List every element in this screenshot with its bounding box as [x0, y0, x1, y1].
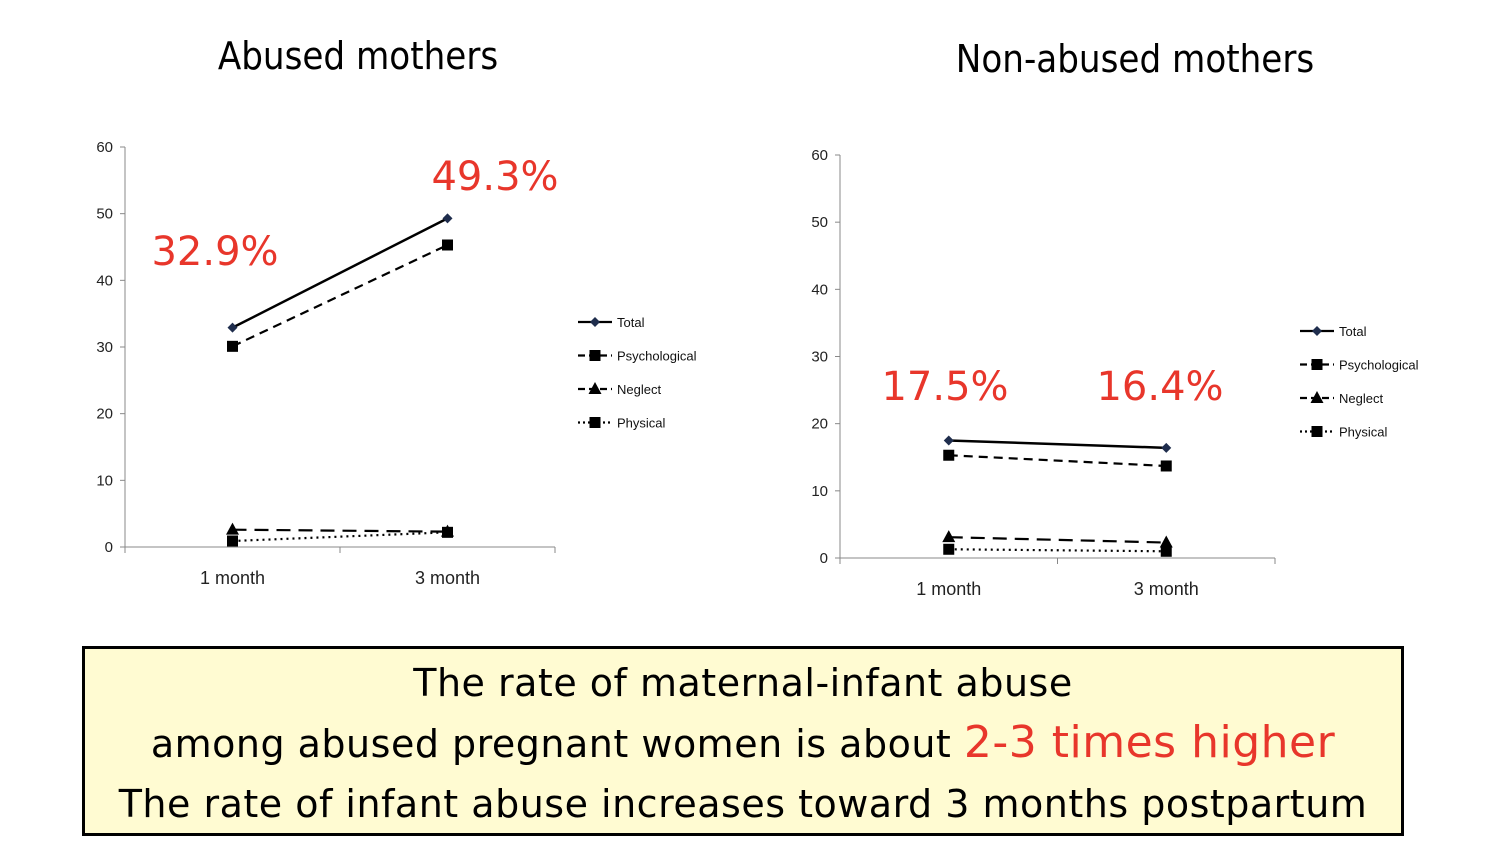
charts-canvas: 0 10 20 30 40 50 60 1 month 3 month Total Psycholo… [96, 139, 1418, 599]
data-point [442, 239, 453, 251]
series-line [232, 244, 448, 348]
value-annotation: 16.4% [1096, 364, 1223, 410]
data-point [942, 530, 956, 543]
data-point [442, 213, 453, 224]
value-annotation: 32.9% [151, 229, 278, 275]
legend: Total Psychological Neglect Physical [578, 315, 697, 431]
y-tick-label: 20 [811, 416, 828, 433]
data-point [1161, 442, 1172, 453]
x-tick-label: 1 month [916, 579, 981, 599]
series-line [948, 454, 1167, 468]
y-tick-label: 30 [96, 339, 113, 356]
y-tick-label: 10 [96, 472, 113, 489]
data-point [1160, 545, 1172, 557]
legend-swatch-marker [589, 417, 601, 428]
series-physical [227, 526, 453, 547]
y-tick-label: 60 [96, 139, 113, 156]
data-point [943, 543, 955, 555]
x-tick-label: 1 month [200, 568, 265, 588]
legend: Total Psychological Neglect Physical [1300, 324, 1419, 440]
legend-label: Physical [1339, 425, 1388, 440]
y-tick-label: 60 [811, 147, 828, 164]
data-point [943, 449, 955, 461]
summary-line-2: among abused pregnant women is about 2-3… [85, 713, 1401, 774]
y-tick-label: 50 [96, 206, 113, 223]
y-tick-label: 20 [96, 406, 113, 423]
data-point [1159, 535, 1173, 548]
series-line [948, 439, 1167, 450]
chart-1: 0 10 20 30 40 50 60 1 month 3 month Total Psycholo… [811, 147, 1418, 599]
data-point [227, 322, 238, 333]
data-point [226, 522, 239, 535]
legend-label: Neglect [617, 382, 661, 397]
series-line [232, 531, 448, 543]
series-neglect [942, 530, 1173, 548]
legend-label: Psychological [1339, 358, 1419, 373]
y-tick-label: 40 [811, 281, 828, 298]
summary-line-2-prefix: among abused pregnant women is about [150, 722, 952, 766]
series-line [948, 548, 1167, 553]
legend-swatch-marker [1312, 326, 1322, 336]
series-psychological [943, 449, 1172, 472]
legend-swatch-marker [1311, 426, 1323, 437]
summary-line-1: The rate of maternal-infant abuse [413, 661, 1073, 705]
y-tick-label: 0 [105, 539, 113, 556]
legend-label: Total [1339, 324, 1367, 339]
y-tick-label: 30 [811, 349, 828, 366]
value-annotation: 49.3% [431, 154, 558, 200]
summary-box: The rate of maternal-infant abuse among … [82, 646, 1404, 836]
legend-swatch-marker [590, 317, 600, 327]
series-total [943, 435, 1172, 453]
chart-title-non-abused: Non-abused mothers [955, 37, 1315, 81]
y-tick-label: 50 [811, 214, 828, 231]
y-tick-label: 10 [811, 483, 828, 500]
summary-line-3: The rate of infant abuse increases towar… [118, 782, 1368, 826]
legend-label: Total [617, 315, 645, 330]
legend-label: Neglect [1339, 391, 1383, 406]
chart-title-abused: Abused mothers [217, 34, 499, 78]
x-tick-label: 3 month [415, 568, 480, 588]
y-tick-label: 0 [820, 550, 828, 567]
data-point [442, 526, 453, 538]
legend-swatch-marker [1310, 391, 1324, 403]
data-point [227, 535, 238, 547]
legend-swatch-marker [588, 382, 602, 394]
series-line [231, 217, 449, 329]
y-tick-label: 40 [96, 272, 113, 289]
data-point [943, 435, 954, 446]
series-psychological [227, 239, 453, 352]
chart-0: 0 10 20 30 40 50 60 1 month 3 month Total Psycholo… [96, 139, 696, 588]
series-line [948, 536, 1167, 544]
legend-label: Psychological [617, 349, 697, 364]
series-line [232, 528, 448, 533]
series-physical [943, 543, 1172, 557]
series-neglect [226, 522, 454, 537]
data-point [1160, 460, 1172, 472]
summary-highlight: 2-3 times higher [963, 717, 1336, 768]
legend-swatch-marker [1311, 359, 1323, 370]
legend-label: Physical [617, 416, 666, 431]
x-tick-label: 3 month [1134, 579, 1199, 599]
series-total [227, 213, 453, 333]
data-point [227, 340, 238, 352]
legend-swatch-marker [589, 350, 601, 361]
value-annotation: 17.5% [881, 364, 1008, 410]
